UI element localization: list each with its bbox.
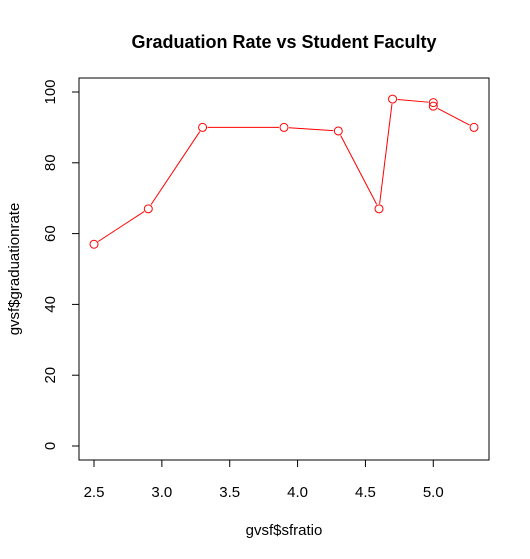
- data-point: [428, 101, 438, 111]
- data-point: [374, 204, 384, 214]
- series-line-segment: [379, 103, 393, 204]
- series-line-segment: [150, 131, 201, 205]
- x-tick-label: 2.5: [84, 484, 105, 501]
- x-tick-label: 5.0: [423, 484, 444, 501]
- data-point: [333, 126, 343, 136]
- y-tick-label: 60: [42, 225, 59, 242]
- data-point: [279, 122, 289, 132]
- plot-area-frame: [78, 77, 490, 461]
- series-line-segment: [397, 99, 429, 103]
- y-tick-label: 20: [42, 367, 59, 384]
- data-point: [89, 239, 99, 249]
- series-line-segment: [437, 108, 470, 126]
- chart-title: Graduation Rate vs Student Faculty: [131, 32, 436, 52]
- y-tick-label: 100: [42, 79, 59, 104]
- x-axis: 2.5 3.0 3.5 4.0 4.5 5.0: [84, 459, 444, 501]
- x-tick-label: 4.0: [287, 484, 308, 501]
- y-tick-label: 80: [42, 154, 59, 171]
- series-line-segment: [340, 135, 378, 205]
- x-tick-label: 3.0: [151, 484, 172, 501]
- x-axis-label: gvsf$sfratio: [246, 522, 323, 539]
- data-point: [469, 122, 479, 132]
- y-tick-label: 0: [42, 442, 59, 450]
- series-line-segment: [288, 127, 334, 132]
- data-point: [143, 204, 153, 214]
- data-point: [428, 98, 438, 108]
- x-tick-label: 3.5: [219, 484, 240, 501]
- y-tick-label: 40: [42, 296, 59, 313]
- series-layer: [89, 94, 479, 249]
- x-tick-label: 4.5: [355, 484, 376, 501]
- series-line-segment: [97, 211, 145, 242]
- data-point: [198, 122, 208, 132]
- y-axis-label: gvsf$graduationrate: [6, 203, 23, 336]
- y-axis: 0 20 40 60 80 100: [42, 79, 80, 450]
- data-point: [388, 94, 398, 104]
